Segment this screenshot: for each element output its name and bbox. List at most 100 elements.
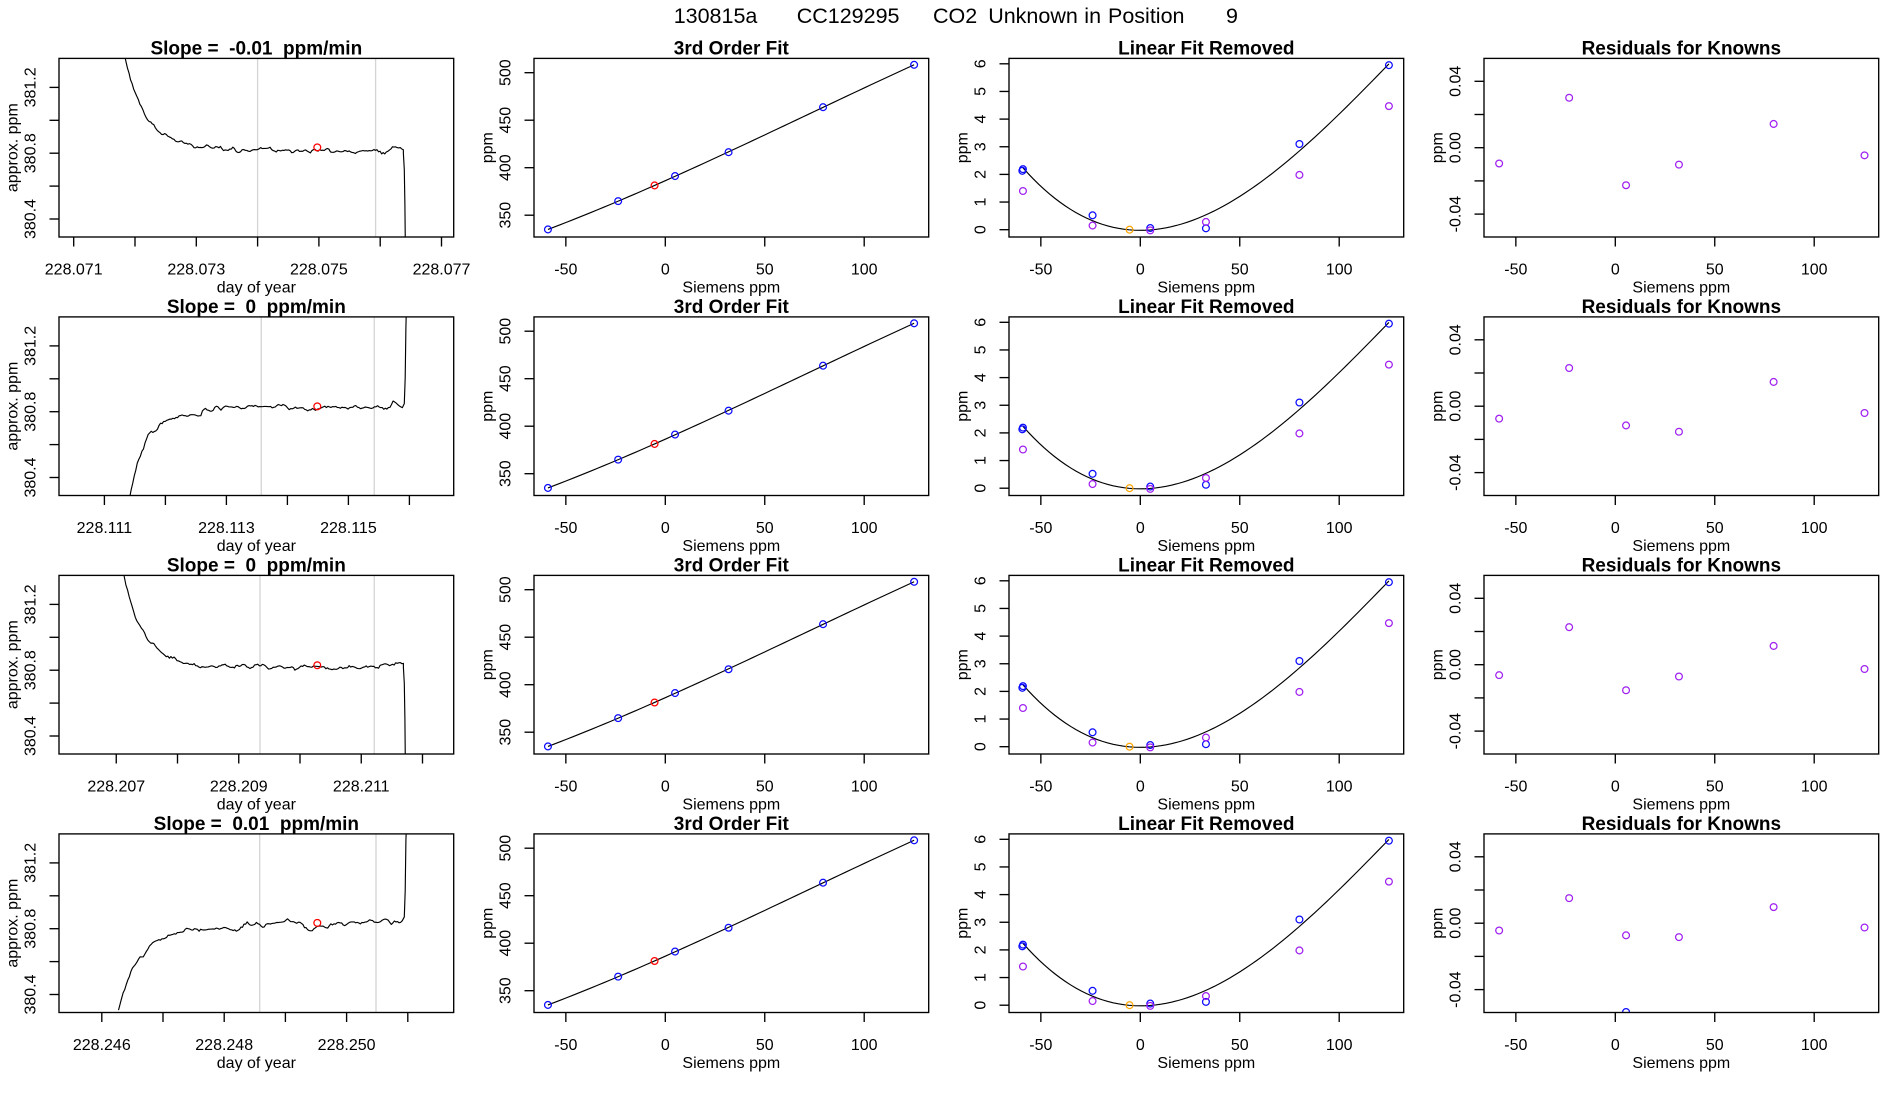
- svg-text:Siemens ppm: Siemens ppm: [1157, 538, 1255, 555]
- svg-text:500: 500: [498, 835, 515, 862]
- svg-text:1: 1: [973, 973, 990, 982]
- svg-text:Siemens ppm: Siemens ppm: [682, 280, 780, 297]
- svg-text:380.4: 380.4: [23, 974, 40, 1014]
- svg-text:50: 50: [1231, 520, 1249, 537]
- svg-text:Slope = 0 ppm/min: Slope = 0 ppm/min: [167, 555, 346, 576]
- svg-text:ppm: ppm: [1430, 649, 1447, 680]
- svg-text:Siemens ppm: Siemens ppm: [1632, 1055, 1730, 1072]
- svg-text:3: 3: [973, 659, 990, 668]
- svg-text:3rd Order Fit: 3rd Order Fit: [674, 814, 790, 835]
- svg-text:3rd Order Fit: 3rd Order Fit: [674, 38, 790, 59]
- svg-text:500: 500: [498, 318, 515, 345]
- svg-text:-50: -50: [1504, 779, 1527, 796]
- svg-text:ppm: ppm: [480, 132, 497, 163]
- svg-text:2: 2: [973, 687, 990, 696]
- svg-text:400: 400: [498, 154, 515, 181]
- svg-text:-0.04: -0.04: [1448, 713, 1465, 750]
- svg-text:-0.04: -0.04: [1448, 454, 1465, 491]
- svg-text:228.211: 228.211: [333, 779, 390, 796]
- svg-text:0: 0: [1136, 1037, 1145, 1054]
- svg-text:-50: -50: [1504, 1037, 1527, 1054]
- svg-text:50: 50: [756, 262, 774, 279]
- svg-text:380.8: 380.8: [23, 133, 40, 173]
- svg-text:228.246: 228.246: [73, 1037, 131, 1054]
- svg-text:-50: -50: [1504, 262, 1527, 279]
- svg-text:1: 1: [973, 198, 990, 207]
- svg-text:228.248: 228.248: [195, 1037, 253, 1054]
- svg-text:day of year: day of year: [217, 280, 297, 297]
- svg-text:381.2: 381.2: [23, 326, 40, 366]
- svg-text:0: 0: [1136, 779, 1145, 796]
- svg-text:6: 6: [973, 835, 990, 844]
- svg-text:450: 450: [498, 107, 515, 134]
- svg-text:228.077: 228.077: [413, 262, 471, 279]
- svg-text:0.00: 0.00: [1448, 132, 1465, 163]
- svg-text:-50: -50: [554, 520, 577, 537]
- svg-text:CO2: CO2: [933, 4, 977, 28]
- svg-text:0.04: 0.04: [1448, 841, 1465, 872]
- svg-text:228.115: 228.115: [320, 520, 377, 537]
- svg-text:3: 3: [973, 918, 990, 927]
- svg-text:0: 0: [1611, 520, 1620, 537]
- svg-text:Siemens ppm: Siemens ppm: [682, 538, 780, 555]
- svg-text:Unknown: Unknown: [988, 4, 1078, 28]
- svg-text:Slope = -0.01 ppm/min: Slope = -0.01 ppm/min: [150, 38, 362, 59]
- svg-text:130815a: 130815a: [674, 4, 758, 28]
- svg-text:0.04: 0.04: [1448, 66, 1465, 97]
- svg-text:100: 100: [1801, 520, 1828, 537]
- svg-text:5: 5: [973, 604, 990, 613]
- svg-text:380.4: 380.4: [23, 199, 40, 239]
- svg-text:0.00: 0.00: [1448, 649, 1465, 680]
- svg-text:450: 450: [498, 624, 515, 651]
- svg-text:381.2: 381.2: [23, 843, 40, 883]
- svg-text:Slope = 0.01 ppm/min: Slope = 0.01 ppm/min: [154, 814, 359, 835]
- svg-text:381.2: 381.2: [23, 67, 40, 107]
- svg-text:228.113: 228.113: [198, 520, 255, 537]
- svg-text:50: 50: [756, 520, 774, 537]
- svg-text:100: 100: [1326, 1037, 1353, 1054]
- svg-text:380.8: 380.8: [23, 392, 40, 432]
- svg-text:2: 2: [973, 945, 990, 954]
- svg-text:3rd Order Fit: 3rd Order Fit: [674, 297, 790, 318]
- svg-text:350: 350: [498, 719, 515, 746]
- svg-text:Residuals for Knowns: Residuals for Knowns: [1582, 297, 1782, 318]
- svg-text:5: 5: [973, 862, 990, 871]
- svg-text:400: 400: [498, 671, 515, 698]
- svg-text:0: 0: [661, 262, 670, 279]
- svg-text:228.207: 228.207: [87, 779, 145, 796]
- svg-text:450: 450: [498, 365, 515, 392]
- svg-text:3: 3: [973, 142, 990, 151]
- svg-text:228.209: 228.209: [210, 779, 268, 796]
- svg-text:ppm: ppm: [480, 649, 497, 680]
- svg-text:100: 100: [851, 1037, 878, 1054]
- svg-text:Siemens ppm: Siemens ppm: [1632, 538, 1730, 555]
- svg-text:-0.04: -0.04: [1448, 196, 1465, 233]
- svg-text:4: 4: [973, 632, 990, 641]
- svg-text:Siemens ppm: Siemens ppm: [1632, 797, 1730, 814]
- svg-text:100: 100: [851, 779, 878, 796]
- svg-text:50: 50: [756, 1037, 774, 1054]
- svg-text:-50: -50: [1029, 520, 1052, 537]
- svg-text:400: 400: [498, 930, 515, 957]
- svg-text:ppm: ppm: [1430, 391, 1447, 422]
- svg-text:approx. ppm: approx. ppm: [5, 103, 22, 192]
- svg-text:100: 100: [851, 520, 878, 537]
- svg-text:0.04: 0.04: [1448, 583, 1465, 614]
- svg-text:228.111: 228.111: [77, 520, 133, 537]
- svg-text:4: 4: [973, 115, 990, 124]
- svg-text:100: 100: [851, 262, 878, 279]
- svg-text:50: 50: [1706, 1037, 1724, 1054]
- svg-text:0: 0: [1611, 262, 1620, 279]
- svg-text:0: 0: [661, 779, 670, 796]
- svg-text:50: 50: [1231, 1037, 1249, 1054]
- svg-text:ppm: ppm: [480, 908, 497, 939]
- svg-text:0: 0: [1611, 1037, 1620, 1054]
- svg-text:-0.04: -0.04: [1448, 971, 1465, 1008]
- svg-text:9: 9: [1226, 4, 1238, 28]
- svg-text:100: 100: [1801, 262, 1828, 279]
- svg-text:Residuals for Knowns: Residuals for Knowns: [1582, 814, 1782, 835]
- svg-text:0.00: 0.00: [1448, 391, 1465, 422]
- svg-text:approx. ppm: approx. ppm: [5, 362, 22, 451]
- svg-text:0: 0: [661, 520, 670, 537]
- svg-text:Siemens ppm: Siemens ppm: [1157, 1055, 1255, 1072]
